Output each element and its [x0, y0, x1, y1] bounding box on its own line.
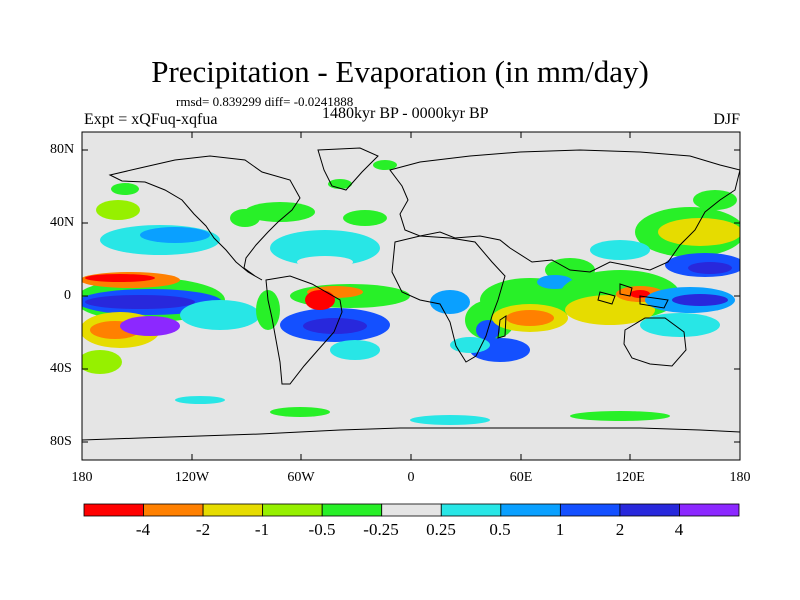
colorbar-label: -4: [135, 520, 151, 539]
colorbar-label: -2: [195, 520, 211, 539]
anomaly-blob: [270, 230, 380, 266]
period-label: 1480kyr BP - 0000kyr BP: [322, 105, 489, 122]
anomaly-blob: [565, 295, 655, 325]
lat-label-40n: 40N: [50, 215, 75, 230]
anomaly-blob: [85, 295, 195, 309]
lat-label-80n: 80N: [50, 142, 75, 157]
anomaly-blob: [537, 275, 573, 289]
stats-text: rmsd= 0.839299 diff= -0.0241888: [176, 94, 354, 109]
colorbar-label: 4: [674, 520, 684, 539]
lat-label-80s: 80S: [50, 434, 72, 449]
anomaly-blob: [630, 290, 650, 298]
coastline-madagascar: [497, 315, 507, 339]
anomaly-blob: [640, 313, 720, 337]
anomaly-blob: [270, 407, 330, 417]
anomaly-blob: [590, 240, 650, 260]
lon-label-120e: 120E: [615, 470, 645, 485]
colorbar-label: 0.25: [426, 520, 456, 539]
coastline-north-america: [108, 155, 301, 281]
anomaly-blob: [343, 210, 387, 226]
colorbar-box: [262, 503, 323, 517]
anomaly-blob: [373, 160, 397, 170]
colorbar-label: 0.5: [489, 520, 511, 539]
coastlines: [82, 147, 740, 441]
anomaly-blob: [85, 274, 155, 282]
colorbar-box: [143, 503, 204, 517]
colorbar-label: 2: [615, 520, 625, 539]
lon-label-0: 0: [407, 470, 415, 485]
colorbar-box: [83, 503, 144, 517]
colorbar-box: [202, 503, 264, 517]
coastline-africa: [391, 235, 506, 363]
coastline-antarctica: [82, 427, 740, 441]
anomaly-blob: [330, 340, 380, 360]
anomaly-blob: [658, 218, 740, 246]
colorbar-box: [559, 503, 621, 517]
coastline-south-america: [265, 275, 343, 385]
anomaly-blob: [96, 200, 140, 220]
lon-label-60w: 60W: [287, 470, 315, 485]
colorbar-box: [679, 503, 740, 517]
coastline-australia: [623, 317, 687, 367]
colorbar-label: 1: [555, 520, 565, 539]
anomaly-blob: [672, 294, 728, 306]
anomaly-blob: [303, 318, 367, 334]
colorbar-box: [381, 503, 442, 517]
anomaly-blob: [570, 411, 670, 421]
coastline-greenland: [317, 147, 379, 191]
experiment-label: Expt = xQFuq-xqfua: [84, 111, 218, 128]
anomaly-blob: [82, 350, 122, 374]
season-label: DJF: [713, 111, 740, 128]
anomaly-blob: [693, 190, 737, 210]
anomaly-blob: [430, 290, 470, 314]
field-anomalies: [82, 160, 740, 425]
lat-label-40s: 40S: [50, 361, 72, 376]
anomaly-blob: [175, 396, 225, 404]
colorbar-label: -1: [254, 520, 270, 539]
anomaly-blob: [180, 300, 260, 330]
colorbar-box: [440, 503, 502, 517]
colorbar: [83, 503, 740, 517]
anomaly-blob: [111, 183, 139, 195]
anomaly-blob: [120, 316, 180, 336]
colorbar-box: [619, 503, 680, 517]
map-title: Precipitation - Evaporation (in mm/day): [151, 54, 649, 89]
colorbar-label: -0.25: [363, 520, 399, 539]
anomaly-blob: [256, 290, 280, 330]
anomaly-blob: [245, 202, 315, 222]
anomaly-blob: [140, 227, 210, 243]
anomaly-blob: [410, 415, 490, 425]
colorbar-box: [321, 503, 383, 517]
colorbar-label: -0.5: [308, 520, 336, 539]
anomaly-blob: [297, 256, 353, 268]
coastline-eurasia: [389, 149, 740, 273]
lat-label-0: 0: [64, 288, 71, 303]
lon-label-180e: 180: [729, 470, 751, 485]
anomaly-blob: [305, 290, 335, 310]
lon-label-120w: 120W: [174, 470, 210, 485]
lon-label-180w: 180: [71, 470, 93, 485]
lon-label-60e: 60E: [509, 470, 533, 485]
coastline-islands: [597, 283, 669, 309]
colorbar-box: [500, 503, 561, 517]
axis-ticks: [81, 132, 741, 460]
anomaly-blob: [506, 310, 554, 326]
anomaly-blob: [688, 262, 732, 274]
